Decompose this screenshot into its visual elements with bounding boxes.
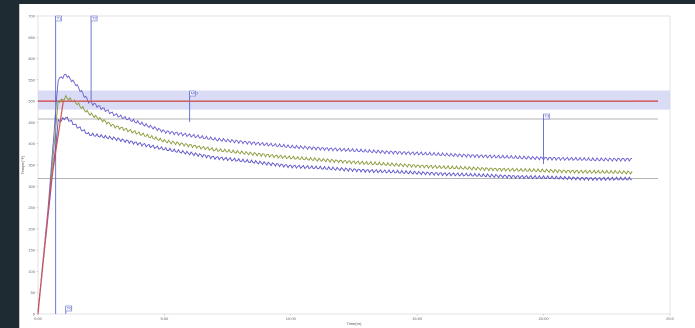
temperature-chart: 0 50 100 150 200 250 300 350 400 450 500 550 600 650 7… bbox=[20, 14, 675, 327]
y-tick-label: 450 bbox=[28, 120, 35, 125]
y-tick-label: 500 bbox=[28, 99, 35, 104]
chart-panel: 0 50 100 150 200 250 300 350 400 450 500 550 600 650 7… bbox=[19, 4, 695, 328]
y-tick-label: 250 bbox=[28, 205, 35, 210]
event-marker-tag[interactable] bbox=[65, 305, 73, 312]
event-marker-tag[interactable] bbox=[55, 15, 62, 22]
series-line bbox=[37, 73, 633, 312]
y-tick-label: 100 bbox=[28, 269, 35, 274]
x-axis-label: Time(hr) bbox=[347, 321, 363, 326]
x-tick-label: 5:00 bbox=[161, 316, 170, 321]
event-marker-tag[interactable] bbox=[543, 113, 550, 120]
y-axis-label: Tempe(°F) bbox=[20, 155, 25, 174]
series-line bbox=[37, 116, 633, 312]
y-tick-label: 300 bbox=[28, 184, 35, 189]
y-tick-label: 650 bbox=[28, 35, 35, 40]
event-marker-label: T1 bbox=[57, 16, 62, 21]
series-line bbox=[37, 94, 633, 312]
y-tick-label: 600 bbox=[28, 56, 35, 61]
event-marker-tag[interactable] bbox=[90, 15, 98, 22]
x-tick-label: 25:0 bbox=[666, 316, 675, 321]
event-marker-label: MID bbox=[191, 91, 198, 96]
band-region bbox=[38, 90, 670, 110]
y-tick-label: 350 bbox=[28, 163, 35, 168]
x-tick-label: 20:00 bbox=[539, 316, 550, 321]
y-tick-label: 150 bbox=[28, 248, 35, 253]
plot-area bbox=[37, 15, 671, 315]
series-line bbox=[37, 100, 633, 315]
y-tick-label: 0 bbox=[33, 312, 36, 317]
y-tick-label: 550 bbox=[28, 77, 35, 82]
x-tick-label: 0:00 bbox=[34, 316, 43, 321]
y-tick-label: 700 bbox=[28, 14, 35, 19]
x-tick-label: 10:00 bbox=[286, 316, 297, 321]
event-marker-label: T3 bbox=[545, 114, 550, 119]
event-marker-tag[interactable] bbox=[189, 90, 196, 97]
event-marker-label: T2 bbox=[92, 16, 97, 21]
x-tick-label: 15:00 bbox=[412, 316, 423, 321]
y-tick-label: 400 bbox=[28, 141, 35, 146]
y-tick-label: 50 bbox=[31, 290, 36, 295]
event-marker-label: T0 bbox=[67, 306, 72, 311]
y-tick-label: 200 bbox=[28, 226, 35, 231]
